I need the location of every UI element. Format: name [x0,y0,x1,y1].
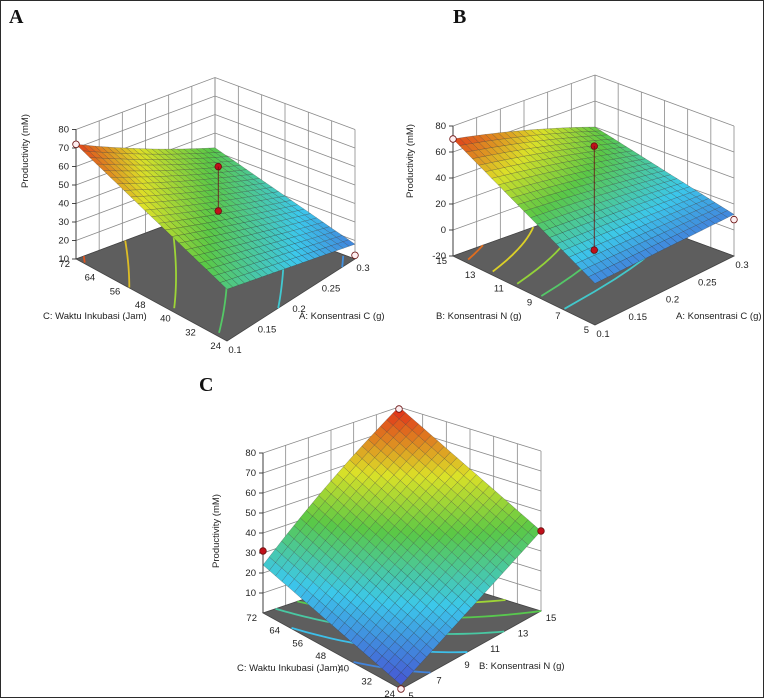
panel-b-surface-plot: B 80 60 40 20 0 -20 Productivity (mM) 0.1 0.15 0.2… [405,6,762,340]
x-tick-label: 0.2 [666,295,679,306]
z-tick-label: 0 [441,225,446,236]
x-tick-label: 0.2 [292,304,305,315]
y-tick-label: 24 [210,341,221,352]
surface-cell [588,273,602,284]
y-axis-title: C: Waktu Inkubasi (Jam) [43,311,147,322]
z-axis-title: Productivity (mM) [211,494,222,568]
z-tick-label: 30 [245,548,256,559]
contour-line [82,255,86,263]
z-tick-label: 20 [245,568,256,579]
panel-letter-b: B [453,6,466,28]
y-tick-label: 64 [85,273,96,284]
z-tick-label: 20 [435,199,446,210]
design-point [449,135,457,143]
x-tick-label: 0.3 [356,263,369,274]
design-point [214,207,222,215]
response-surface [262,406,542,686]
x-axis-title: A: Konsentrasi C (g) [299,311,385,322]
y-tick-label: 48 [315,651,326,662]
z-tick-label: 10 [58,254,69,265]
y-tick-label: 72 [59,259,70,270]
x-tick-label: 13 [518,629,529,640]
y-tick-label: 9 [527,297,532,308]
x-tick-label: 15 [546,613,557,624]
y-tick-label: 15 [436,256,447,267]
y-tick-label: 40 [160,314,171,325]
x-tick-label: 7 [436,675,441,686]
contour-line [492,226,535,273]
y-tick-label: 11 [494,284,504,295]
z-tick-label: 50 [58,180,69,191]
y-tick-label: 72 [246,613,257,624]
x-tick-label: 5 [408,691,413,698]
x-tick-label: 0.25 [698,277,717,288]
panel-letter-c: C [199,374,213,396]
z-tick-label: 70 [58,143,69,154]
design-point [351,251,359,259]
z-axis-title: Productivity (mM) [405,124,416,198]
y-tick-label: 24 [384,689,395,698]
design-point [72,140,80,148]
surface-cell [394,672,408,686]
x-tick-label: 0.3 [735,260,748,271]
contour-line [341,255,345,268]
x-tick-label: 0.1 [228,345,241,356]
z-tick-label: 80 [245,448,256,459]
x-axis-title: A: Konsentrasi C (g) [676,311,762,322]
x-tick-label: 11 [490,644,500,655]
z-tick-label: 40 [435,173,446,184]
panel-c-surface-plot: C 80 70 60 50 40 30 20 10 Productivity (mM) 5 7 9 11 1… [199,374,565,698]
y-tick-label: 40 [338,664,349,675]
y-tick-label: 13 [465,270,476,281]
x-tick-label: 9 [464,660,469,671]
z-tick-label: 60 [58,162,69,173]
y-tick-label: 56 [292,638,303,649]
z-tick-label: 70 [245,468,256,479]
design-point [259,547,267,555]
z-tick-label: 10 [245,588,256,599]
x-axis-title: B: Konsentrasi N (g) [479,661,565,672]
y-axis-title: C: Waktu Inkubasi (Jam) [237,663,341,674]
x-tick-label: 0.1 [596,329,609,340]
contour-line [124,240,131,288]
y-tick-label: 5 [584,325,589,336]
z-axis-title: Productivity (mM) [20,114,31,188]
design-point [730,215,738,224]
y-tick-label: 7 [555,311,560,322]
z-tick-label: 30 [58,217,69,228]
panel-letter-a: A [9,6,24,28]
panel-a-surface-plot: A 80 70 60 50 40 30 20 10 Productivity (mM) 0.1 0.1… [9,6,385,356]
y-tick-label: 32 [185,327,196,338]
z-tick-label: 80 [58,125,69,136]
z-tick-label: 50 [245,508,256,519]
y-tick-label: 64 [269,626,280,637]
z-tick-label: 20 [58,236,69,247]
z-tick-label: 40 [245,528,256,539]
design-point [537,527,545,535]
z-tick-label: 60 [245,488,256,499]
x-tick-label: 0.15 [258,325,277,336]
surface-cell [219,280,234,290]
design-point [590,246,598,254]
y-tick-label: 32 [361,676,372,687]
design-point [397,685,405,693]
z-tick-label: -20 [432,251,446,262]
y-tick-label: 56 [110,286,121,297]
design-point [395,405,403,413]
wall-gridline [452,74,735,127]
wall-gridline [75,77,356,130]
y-tick-label: 48 [135,300,146,311]
y-axis-title: B: Konsentrasi N (g) [436,311,522,322]
contour-line [467,244,484,261]
x-tick-label: 0.15 [629,312,648,323]
wall-gridline [75,95,356,149]
x-tick-label: 0.25 [322,284,341,295]
z-tick-label: 80 [435,121,446,132]
z-tick-label: 60 [435,147,446,158]
z-tick-label: 40 [58,199,69,210]
